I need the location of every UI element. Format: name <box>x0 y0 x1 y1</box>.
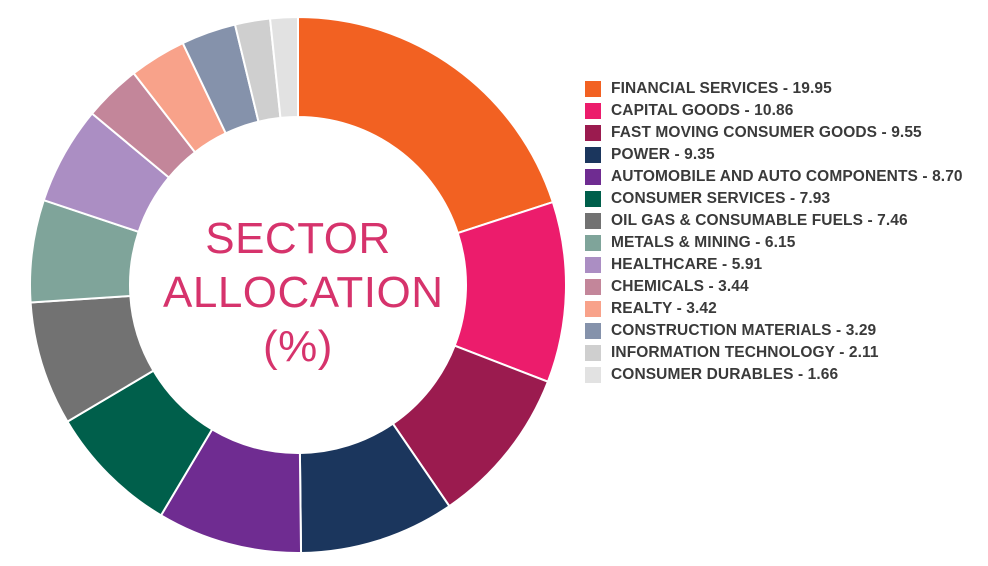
legend-label: FINANCIAL SERVICES <box>611 80 779 97</box>
legend-swatch <box>585 191 601 207</box>
legend-value: 6.15 <box>764 234 796 251</box>
legend-separator: - <box>704 278 719 295</box>
legend-swatch <box>585 169 601 185</box>
legend-value: 9.55 <box>891 124 922 141</box>
legend-item-capital-goods: CAPITAL GOODS - 10.86 <box>585 100 980 122</box>
legend-swatch <box>585 257 601 273</box>
legend-item-consumer-durables: CONSUMER DURABLES - 1.66 <box>585 364 980 386</box>
legend-separator: - <box>750 234 765 251</box>
legend-swatch <box>585 301 601 317</box>
legend-separator: - <box>670 146 685 163</box>
legend-item-healthcare: HEALTHCARE - 5.91 <box>585 254 980 276</box>
legend-value: 7.46 <box>877 212 908 229</box>
legend-label: HEALTHCARE <box>611 256 718 273</box>
legend-item-information-technology: INFORMATION TECHNOLOGY - 2.11 <box>585 342 980 364</box>
legend-label: INFORMATION TECHNOLOGY <box>611 344 835 361</box>
legend-value: 1.66 <box>807 366 839 383</box>
legend-separator: - <box>778 80 793 97</box>
legend-separator: - <box>863 212 878 229</box>
legend-swatch <box>585 345 601 361</box>
legend-swatch <box>585 235 601 251</box>
legend-item-automobile-and-auto-components: AUTOMOBILE AND AUTO COMPONENTS - 8.70 <box>585 166 980 188</box>
slice-consumer-durables <box>268 15 299 120</box>
legend-separator: - <box>877 124 892 141</box>
legend-separator: - <box>785 190 800 207</box>
legend-value: 3.29 <box>845 322 877 339</box>
legend-label: CONSTRUCTION MATERIALS <box>611 322 832 339</box>
chart-legend: FINANCIAL SERVICES - 19.95 CAPITAL GOODS … <box>585 78 980 386</box>
legend-value: 7.93 <box>799 190 831 207</box>
legend-value: 8.70 <box>932 168 963 185</box>
legend-swatch <box>585 323 601 339</box>
legend-separator: - <box>831 322 846 339</box>
legend-label: CAPITAL GOODS <box>611 102 741 119</box>
legend-label: CONSUMER DURABLES <box>611 366 794 383</box>
legend-item-oil-gas-and-consumable-fuels: OIL GAS & CONSUMABLE FUELS - 7.46 <box>585 210 980 232</box>
legend-item-realty: REALTY - 3.42 <box>585 298 980 320</box>
legend-item-construction-materials: CONSTRUCTION MATERIALS - 3.29 <box>585 320 980 342</box>
legend-label: CONSUMER SERVICES <box>611 190 786 207</box>
legend-label: FAST MOVING CONSUMER GOODS <box>611 124 878 141</box>
legend-swatch <box>585 125 601 141</box>
legend-separator: - <box>717 256 732 273</box>
legend-label: AUTOMOBILE AND AUTO COMPONENTS <box>611 168 918 185</box>
legend-swatch <box>585 213 601 229</box>
legend-label: METALS & MINING <box>611 234 751 251</box>
legend-label: OIL GAS & CONSUMABLE FUELS <box>611 212 864 229</box>
legend-item-financial-services: FINANCIAL SERVICES - 19.95 <box>585 78 980 100</box>
legend-separator: - <box>917 168 933 185</box>
legend-swatch <box>585 147 601 163</box>
legend-item-power: POWER - 9.35 <box>585 144 980 166</box>
legend-item-consumer-services: CONSUMER SERVICES - 7.93 <box>585 188 980 210</box>
legend-value: 3.44 <box>718 278 749 295</box>
slice-financial-services <box>297 15 555 235</box>
legend-value: 19.95 <box>792 80 832 97</box>
legend-separator: - <box>740 102 755 119</box>
legend-item-chemicals: CHEMICALS - 3.44 <box>585 276 980 298</box>
legend-value: 9.35 <box>684 146 715 163</box>
legend-swatch <box>585 279 601 295</box>
legend-swatch <box>585 81 601 97</box>
legend-label: POWER <box>611 146 671 163</box>
legend-label: REALTY <box>611 300 673 317</box>
legend-item-metals-and-mining: METALS & MINING - 6.15 <box>585 232 980 254</box>
legend-value: 2.11 <box>848 344 879 361</box>
legend-label: CHEMICALS <box>611 278 705 295</box>
chart-title: SECTOR ALLOCATION (%) <box>163 212 444 374</box>
legend-separator: - <box>793 366 808 383</box>
legend-separator: - <box>834 344 849 361</box>
legend-value: 10.86 <box>754 102 794 119</box>
legend-value: 3.42 <box>686 300 717 317</box>
legend-swatch <box>585 367 601 383</box>
chart-title-line-2: ALLOCATION <box>163 268 444 317</box>
legend-separator: - <box>672 300 687 317</box>
chart-title-line-3: (%) <box>263 322 333 371</box>
legend-item-fast-moving-consumer-goods: FAST MOVING CONSUMER GOODS - 9.55 <box>585 122 980 144</box>
legend-value: 5.91 <box>731 256 763 273</box>
legend-swatch <box>585 103 601 119</box>
chart-title-line-1: SECTOR <box>205 214 391 263</box>
